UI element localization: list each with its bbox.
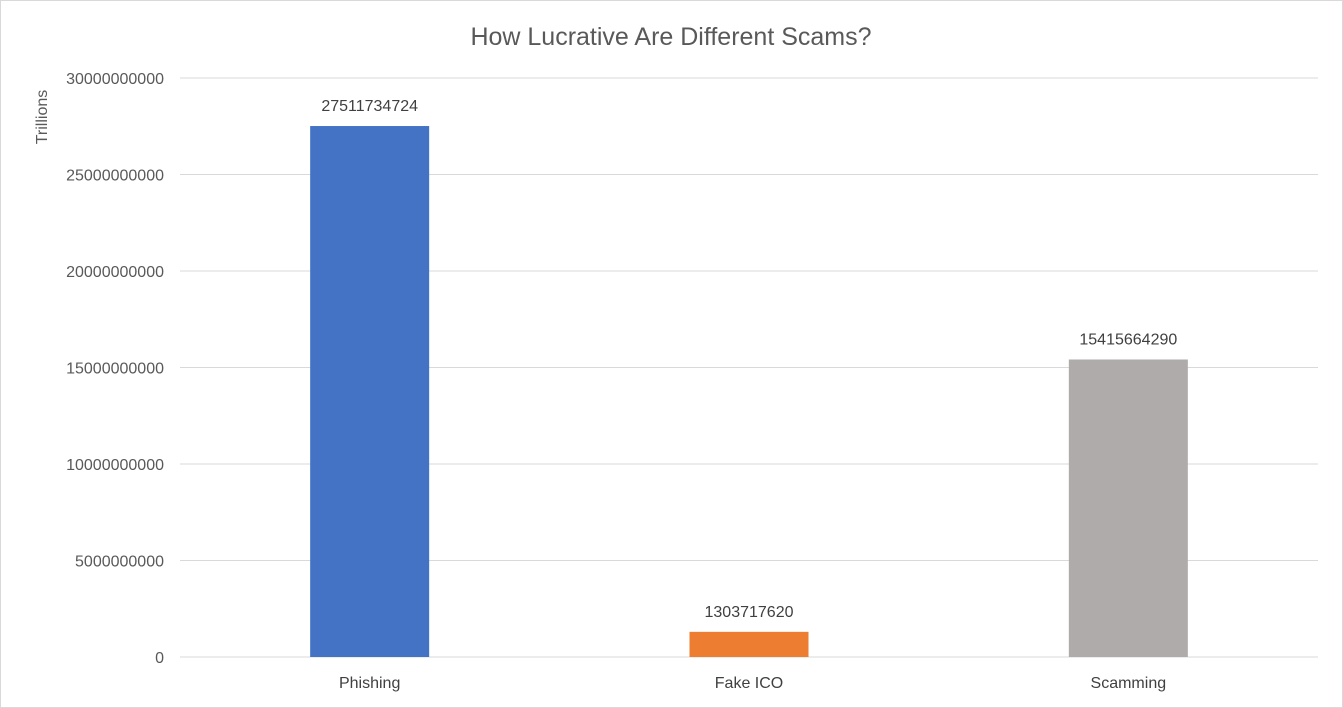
x-tick-label: Phishing <box>339 675 400 692</box>
y-tick-label: 0 <box>155 650 164 667</box>
y-tick-label: 25000000000 <box>66 168 164 185</box>
bar-phishing <box>310 126 430 658</box>
bar-fake-ico <box>689 631 809 657</box>
data-labels: 27511734724 1303717620 15415664290 <box>321 98 1177 621</box>
bars <box>310 126 1188 658</box>
y-tick-label: 5000000000 <box>75 554 164 571</box>
data-label: 27511734724 <box>321 98 418 115</box>
y-tick-label: 15000000000 <box>66 361 164 378</box>
y-axis-label: Trillions <box>34 90 51 145</box>
y-tick-label: 10000000000 <box>66 457 164 474</box>
data-label: 1303717620 <box>705 604 794 621</box>
y-tick-label: 30000000000 <box>66 71 164 88</box>
bar-scamming <box>1068 359 1188 657</box>
x-tick-labels: Phishing Fake ICO Scamming <box>339 675 1166 692</box>
data-label: 15415664290 <box>1079 331 1177 348</box>
x-tick-label: Fake ICO <box>715 675 783 692</box>
y-tick-label: 20000000000 <box>66 264 164 281</box>
x-tick-label: Scamming <box>1091 675 1167 692</box>
chart-title: How Lucrative Are Different Scams? <box>470 23 871 51</box>
y-tick-labels: 0 5000000000 10000000000 15000000000 2000000… <box>66 71 164 667</box>
